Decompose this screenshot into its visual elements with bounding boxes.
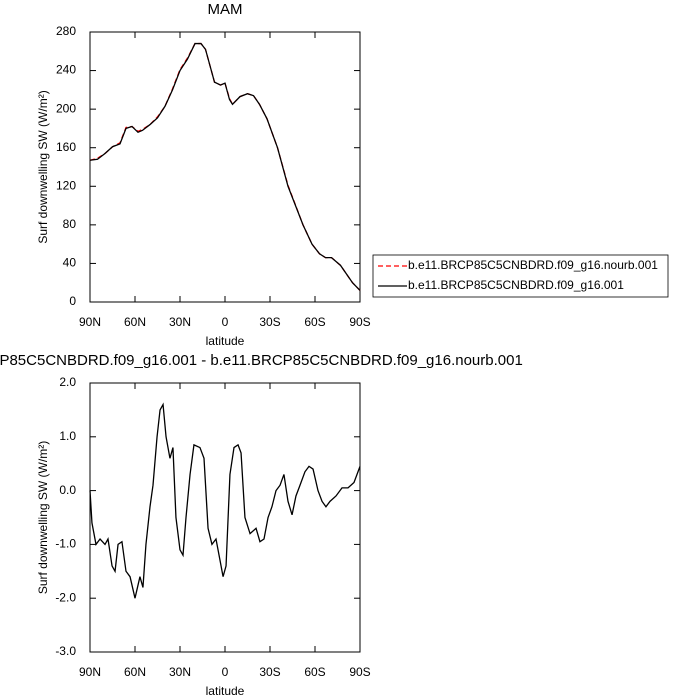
x-tick-label: 60S <box>304 665 325 679</box>
x-tick-label: 30S <box>259 315 280 329</box>
chart-title: MAM <box>208 1 243 18</box>
y-axis-label: Surf downwelling SW (W/m²) <box>36 90 50 243</box>
legend-label: b.e11.BRCP85C5CNBDRD.f09_g16.001 <box>408 278 624 292</box>
series-line <box>89 42 361 291</box>
y-tick-label: -1.0 <box>55 537 76 551</box>
plot-frame <box>89 31 361 303</box>
y-tick-label: 0 <box>69 294 76 308</box>
x-tick-label: 0 <box>222 665 229 679</box>
x-axis-label: latitude <box>206 334 245 348</box>
x-tick-label: 90N <box>79 665 101 679</box>
y-tick-label: 280 <box>56 24 76 38</box>
x-tick-label: 60N <box>124 665 146 679</box>
x-tick-label: 60N <box>124 315 146 329</box>
series-line <box>89 402 361 599</box>
x-tick-label: 90S <box>349 665 370 679</box>
y-tick-label: 240 <box>56 63 76 77</box>
legend-label: b.e11.BRCP85C5CNBDRD.f09_g16.nourb.001 <box>408 258 658 272</box>
x-tick-label: 30S <box>259 665 280 679</box>
y-tick-label: -2.0 <box>55 590 76 604</box>
chart-title: b.e11.BRCP85C5CNBDRD.f09_g16.001 - b.e11… <box>0 352 523 369</box>
x-tick-label: 30N <box>169 665 191 679</box>
y-tick-label: 80 <box>63 217 77 231</box>
x-tick-label: 30N <box>169 315 191 329</box>
plot-frame <box>89 382 361 653</box>
x-tick-label: 90N <box>79 315 101 329</box>
x-tick-label: 90S <box>349 315 370 329</box>
x-axis-label: latitude <box>206 684 245 698</box>
y-tick-label: 120 <box>56 178 76 192</box>
legend-box <box>372 254 669 298</box>
y-tick-label: 2.0 <box>59 375 76 389</box>
y-axis-label: Surf downwelling SW (W/m²) <box>36 441 50 594</box>
y-tick-label: 40 <box>63 256 77 270</box>
x-tick-label: 60S <box>304 315 325 329</box>
x-tick-label: 0 <box>222 315 229 329</box>
y-tick-label: 160 <box>56 140 76 154</box>
y-tick-label: -3.0 <box>55 644 76 658</box>
y-tick-label: 1.0 <box>59 429 76 443</box>
y-tick-label: 200 <box>56 101 76 115</box>
y-tick-label: 0.0 <box>59 483 76 497</box>
